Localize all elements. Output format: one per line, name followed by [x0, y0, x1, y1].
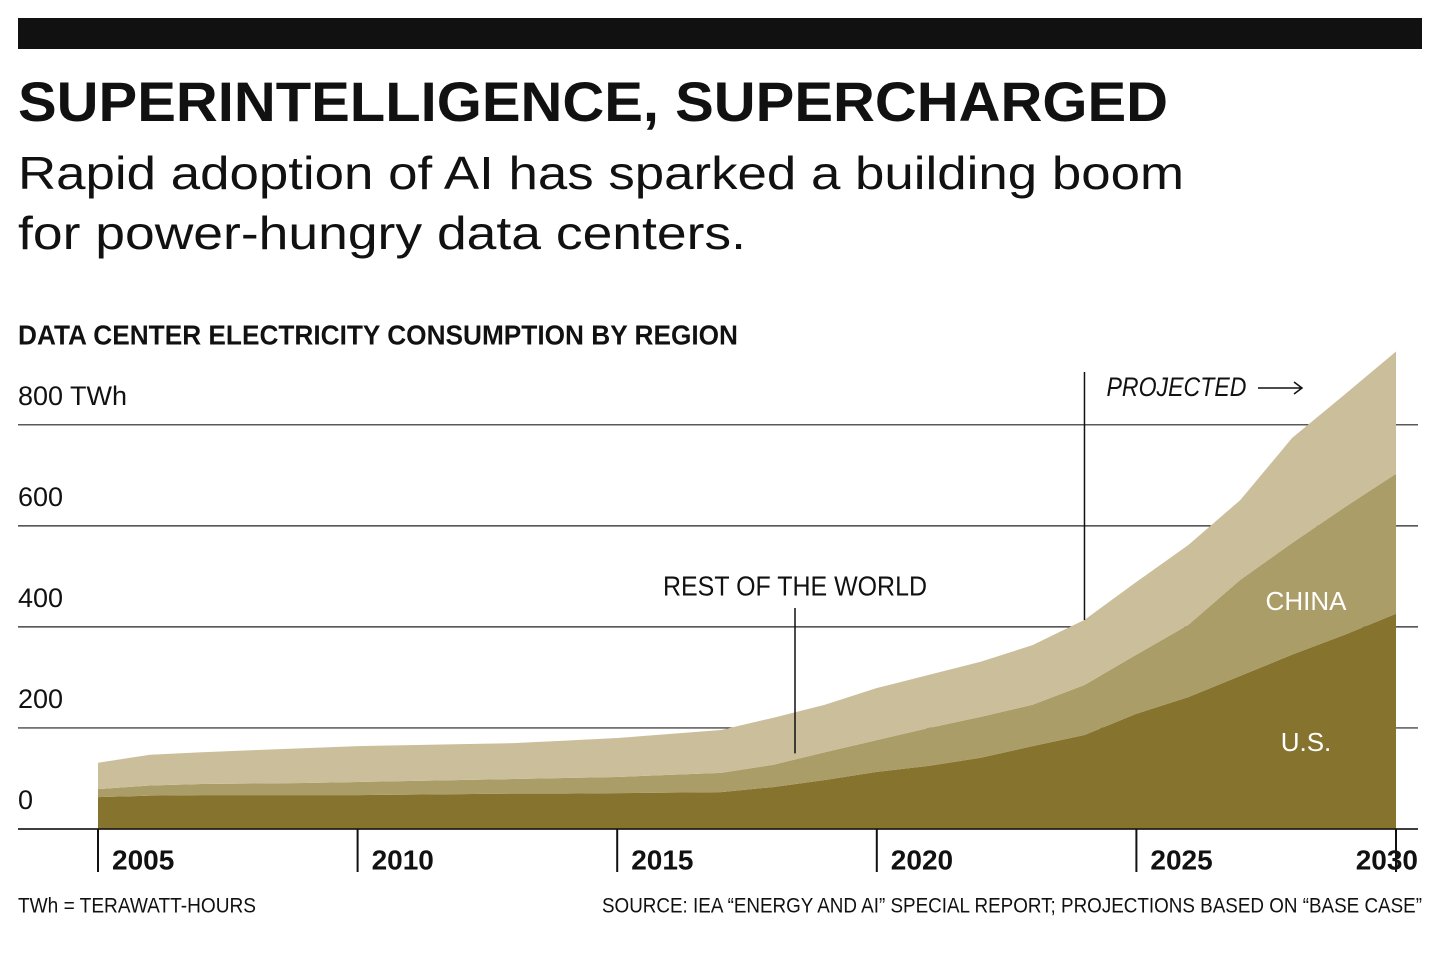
area — [98, 613, 1396, 829]
y-tick-label: 200 — [18, 684, 63, 714]
projection-arrow — [1258, 381, 1304, 395]
header-bar — [18, 18, 1422, 49]
x-tick-label: 2030 — [1356, 844, 1418, 875]
annotations: U.S. CHINA REST OF THE WORLD PROJECTED — [663, 372, 1347, 757]
projection-label: PROJECTED — [1106, 372, 1246, 402]
y-tick-label: 600 — [18, 482, 63, 512]
y-tick-label: 400 — [18, 583, 63, 613]
series-label: REST OF THE WORLD — [663, 570, 927, 601]
series-label: CHINA — [1266, 586, 1348, 616]
x-tick-label: 2015 — [631, 844, 693, 875]
chart-heading: DATA CENTER ELECTRICITY CONSUMPTION BY R… — [18, 319, 738, 350]
series-label: U.S. — [1281, 727, 1332, 757]
chart-title: SUPERINTELLIGENCE, SUPERCHARGED — [18, 70, 1168, 133]
axes: 2005 2010 2015 2020 2025 2030 — [18, 828, 1418, 875]
subtitle: Rapid adoption of AI has sparked a build… — [18, 147, 1184, 199]
x-tick-label: 2020 — [891, 844, 953, 875]
x-tick-label: 2025 — [1150, 844, 1212, 875]
area — [98, 351, 1396, 790]
grid: 0 200 400 600 800 TWh — [18, 381, 1418, 830]
y-tick-label: 0 — [18, 785, 33, 815]
areas — [98, 351, 1396, 829]
area — [98, 473, 1396, 798]
x-tick-label: 2005 — [112, 844, 174, 875]
x-tick-label: 2010 — [372, 844, 434, 875]
footnote: TWh = TERAWATT-HOURS — [18, 895, 256, 918]
subtitle: for power-hungry data centers. — [18, 207, 746, 259]
y-tick-label: 800 TWh — [18, 381, 127, 411]
source: SOURCE: IEA “ENERGY AND AI” SPECIAL REPO… — [602, 895, 1422, 918]
